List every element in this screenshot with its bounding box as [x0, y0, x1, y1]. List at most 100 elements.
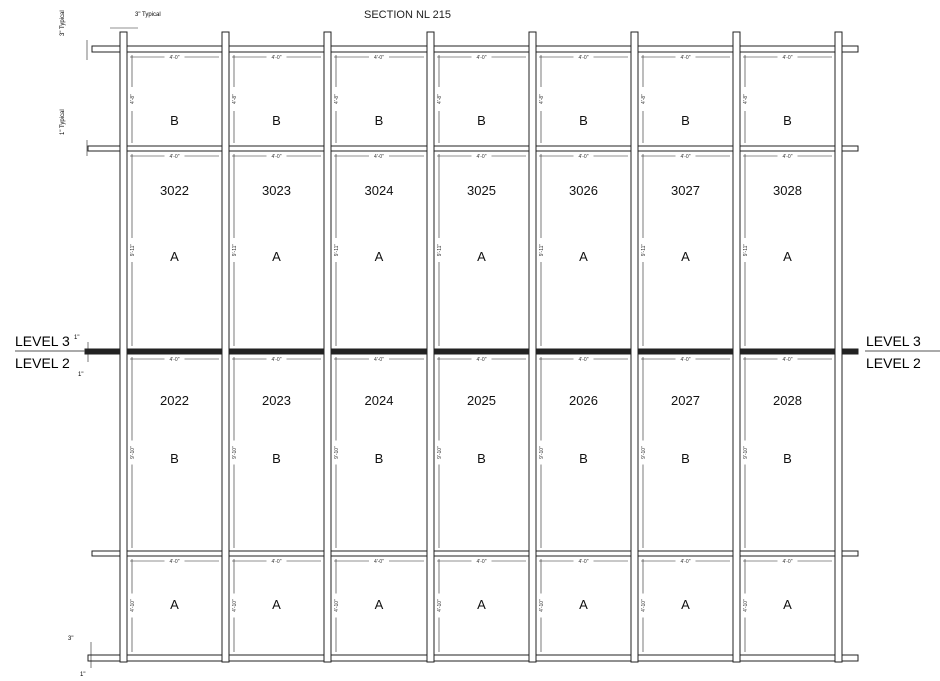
width-dimension: 4'-0"	[477, 55, 487, 61]
bin-label: B	[783, 113, 792, 128]
bin-label: B	[579, 113, 588, 128]
width-dimension: 4'-0"	[477, 154, 487, 160]
dimension-mask	[231, 87, 237, 111]
dimension-mask	[777, 54, 798, 60]
dimension-mask	[266, 356, 287, 362]
bay-number: 2024	[365, 393, 394, 408]
dimension-mask	[742, 440, 748, 465]
bin-label: A	[170, 249, 179, 264]
bin-label: B	[170, 451, 179, 466]
width-dimension: 4'-0"	[477, 357, 487, 363]
width-dimension: 4'-0"	[579, 154, 589, 160]
height-dimension: 9'-10"	[437, 446, 443, 459]
shelf-beam	[91, 550, 859, 557]
bin-label: A	[272, 597, 281, 612]
width-dimension: 4'-0"	[579, 357, 589, 363]
dimension-mask	[231, 593, 237, 618]
dimension-mask	[573, 558, 594, 564]
height-dimension: 4'-10"	[641, 599, 647, 612]
width-dimension: 4'-0"	[374, 357, 384, 363]
bin-label: A	[272, 249, 281, 264]
dimension-mask	[129, 87, 135, 111]
bin-label: B	[681, 113, 690, 128]
bin-label: A	[579, 597, 588, 612]
height-dimension: 9'-10"	[641, 446, 647, 459]
bin-label: A	[681, 597, 690, 612]
dimension-mask	[369, 153, 389, 159]
width-dimension: 4'-0"	[579, 55, 589, 61]
width-dimension: 4'-0"	[681, 55, 691, 61]
level-gap-note-bottom: 1"	[78, 372, 84, 378]
upright-post	[426, 31, 435, 663]
dimension-mask	[436, 593, 442, 618]
bin-label: A	[375, 249, 384, 264]
bin-label: B	[783, 451, 792, 466]
dimension-mask	[675, 356, 696, 362]
upright-post	[221, 31, 230, 663]
dimension-mask	[742, 87, 748, 111]
width-dimension: 4'-0"	[681, 559, 691, 565]
height-dimension: 4'-10"	[130, 599, 136, 612]
dimension-mask	[675, 153, 696, 159]
height-dimension: 9'-10"	[232, 446, 238, 459]
dimension-mask	[640, 87, 646, 111]
level-3-label-left: LEVEL 3	[15, 333, 70, 349]
height-dimension: 9'-11"	[743, 244, 749, 257]
width-dimension: 4'-0"	[272, 357, 282, 363]
post-width-note: 3" Typical	[135, 12, 161, 18]
bay-number: 3023	[262, 183, 291, 198]
bin-label: B	[477, 113, 486, 128]
bay-number: 3024	[365, 183, 394, 198]
bin-label: A	[477, 597, 486, 612]
width-dimension: 4'-0"	[374, 559, 384, 565]
dimension-mask	[436, 87, 442, 111]
dimension-mask	[333, 593, 339, 618]
bin-label: A	[783, 597, 792, 612]
width-dimension: 4'-0"	[783, 559, 793, 565]
width-dimension: 4'-0"	[272, 55, 282, 61]
width-dimension: 4'-0"	[579, 559, 589, 565]
height-dimension: 9'-10"	[334, 446, 340, 459]
dimension-mask	[164, 153, 185, 159]
dimension-mask	[164, 558, 185, 564]
dimension-mask	[231, 440, 237, 465]
bay-number: 2026	[569, 393, 598, 408]
dimension-mask	[333, 87, 339, 111]
bin-label: A	[681, 249, 690, 264]
bin-label: B	[375, 451, 384, 466]
upright-post	[630, 31, 639, 663]
dimension-mask	[333, 238, 339, 262]
dimension-mask	[333, 440, 339, 465]
height-dimension: 4'-8"	[437, 94, 443, 104]
dimension-mask	[538, 238, 544, 262]
upright-post	[528, 31, 537, 663]
dimension-mask	[538, 87, 544, 111]
level-gap-note-top: 1"	[74, 335, 80, 341]
height-dimension: 4'-10"	[539, 599, 545, 612]
dimension-mask	[640, 238, 646, 262]
width-dimension: 4'-0"	[783, 55, 793, 61]
dimension-mask	[471, 54, 492, 60]
width-dimension: 4'-0"	[681, 357, 691, 363]
dimension-mask	[266, 54, 287, 60]
bay-number: 3022	[160, 183, 189, 198]
width-dimension: 4'-0"	[272, 559, 282, 565]
dimension-mask	[266, 558, 287, 564]
bin-label: B	[375, 113, 384, 128]
bin-label: A	[375, 597, 384, 612]
shelf-beam	[84, 348, 859, 355]
width-dimension: 4'-0"	[170, 559, 180, 565]
bin-label: B	[272, 113, 281, 128]
dimension-mask	[538, 593, 544, 618]
bay-number: 2027	[671, 393, 700, 408]
dimension-mask	[129, 440, 135, 465]
level-2-label-left: LEVEL 2	[15, 355, 70, 371]
level-2-label-right: LEVEL 2	[866, 355, 921, 371]
dimension-mask	[640, 593, 646, 618]
height-dimension: 9'-10"	[743, 446, 749, 459]
bay-number: 3027	[671, 183, 700, 198]
dimension-mask	[742, 238, 748, 262]
dimension-mask	[369, 558, 389, 564]
dimension-mask	[471, 356, 492, 362]
